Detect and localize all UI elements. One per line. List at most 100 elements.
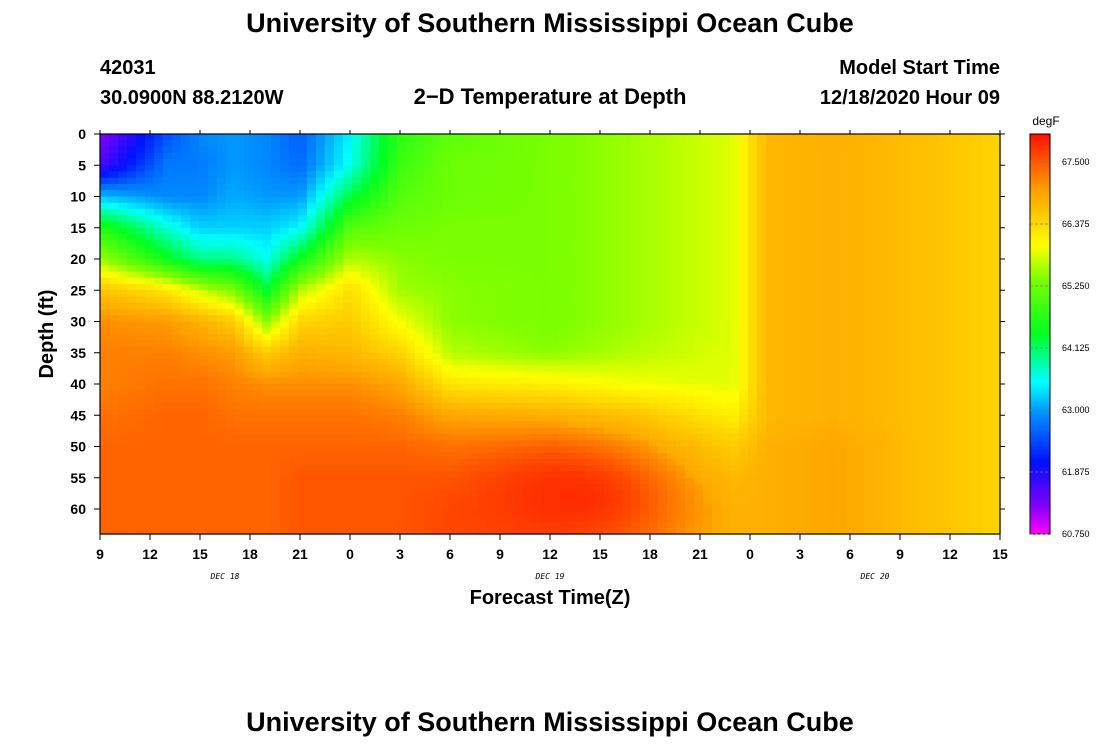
heatmap-cell [658,240,668,248]
heatmap-cell [559,296,569,304]
heatmap-cell [514,134,524,141]
heatmap-cell [739,477,749,485]
heatmap-cell [388,296,398,304]
heatmap-cell [523,459,533,466]
heatmap-cell [253,352,263,360]
heatmap-cell [757,484,767,491]
heatmap-cell [559,371,569,379]
heatmap-cell [784,315,794,323]
heatmap-cell [658,384,668,391]
heatmap-cell [226,221,236,229]
heatmap-cell [370,421,380,429]
heatmap-cell [145,259,155,266]
heatmap-cell [685,477,695,485]
heatmap-cell [469,309,479,316]
heatmap-cell [712,440,722,448]
heatmap-cell [289,165,299,173]
heatmap-cell [757,509,767,516]
heatmap-cell [451,140,461,148]
heatmap-cell [631,346,641,354]
heatmap-cell [532,509,542,516]
heatmap-cell [190,302,200,310]
heatmap-cell [361,177,371,185]
heatmap-cell [703,527,713,535]
heatmap-cell [496,371,506,379]
heatmap-cell [487,290,497,298]
heatmap-cell [469,515,479,523]
heatmap-cell [406,140,416,148]
heatmap-cell [703,334,713,341]
heatmap-cell [757,515,767,523]
heatmap-cell [271,209,281,216]
heatmap-cell [136,134,146,141]
heatmap-cell [559,146,569,154]
heatmap-cell [622,509,632,516]
heatmap-cell [595,365,605,373]
heatmap-cell [541,340,551,348]
heatmap-cell [352,484,362,491]
heatmap-cell [739,165,749,173]
heatmap-cell [775,265,785,273]
heatmap-cell [406,409,416,416]
heatmap-cell [442,284,452,291]
heatmap-cell [631,334,641,341]
heatmap-cell [496,315,506,323]
heatmap-cell [406,227,416,235]
heatmap-cell [514,509,524,516]
heatmap-cell [388,390,398,398]
heatmap-cell [280,190,290,198]
heatmap-cell [757,409,767,416]
heatmap-cell [703,302,713,310]
heatmap-cell [154,315,164,323]
heatmap-cell [748,365,758,373]
heatmap-cell [460,315,470,323]
heatmap-cell [226,509,236,516]
heatmap-cell [271,259,281,266]
heatmap-cell [514,477,524,485]
heatmap-cell [325,321,335,329]
heatmap-cell [703,346,713,354]
heatmap-cell [352,402,362,410]
heatmap-cell [406,209,416,216]
heatmap-cell [739,496,749,504]
heatmap-cell [145,371,155,379]
heatmap-cell [262,365,272,373]
heatmap-cell [118,159,128,166]
heatmap-cell [118,402,128,410]
heatmap-cell [793,190,803,198]
heatmap-cell [199,321,209,329]
heatmap-cell [262,165,272,173]
heatmap-cell [190,484,200,491]
heatmap-cell [694,240,704,248]
heatmap-cell [217,427,227,435]
heatmap-cell [280,352,290,360]
heatmap-cell [631,521,641,529]
heatmap-cell [451,202,461,210]
heatmap-cell [775,190,785,198]
heatmap-cell [721,471,731,479]
heatmap-cell [523,327,533,335]
heatmap-cell [127,521,137,529]
heatmap-cell [577,240,587,248]
heatmap-cell [226,209,236,216]
heatmap-cell [550,165,560,173]
heatmap-cell [757,284,767,291]
heatmap-cell [172,152,182,160]
heatmap-cell [172,277,182,285]
heatmap-cell [595,427,605,435]
heatmap-cell [460,134,470,141]
heatmap-cell [361,352,371,360]
heatmap-cell [532,434,542,441]
heatmap-cell [505,146,515,154]
heatmap-cell [784,465,794,473]
heatmap-cell [712,140,722,148]
heatmap-cell [199,515,209,523]
heatmap-cell [352,134,362,141]
heatmap-cell [649,177,659,185]
heatmap-cell [433,227,443,235]
heatmap-cell [721,246,731,254]
heatmap-cell [487,371,497,379]
heatmap-cell [622,215,632,223]
heatmap-cell [784,421,794,429]
heatmap-cell [640,415,650,423]
